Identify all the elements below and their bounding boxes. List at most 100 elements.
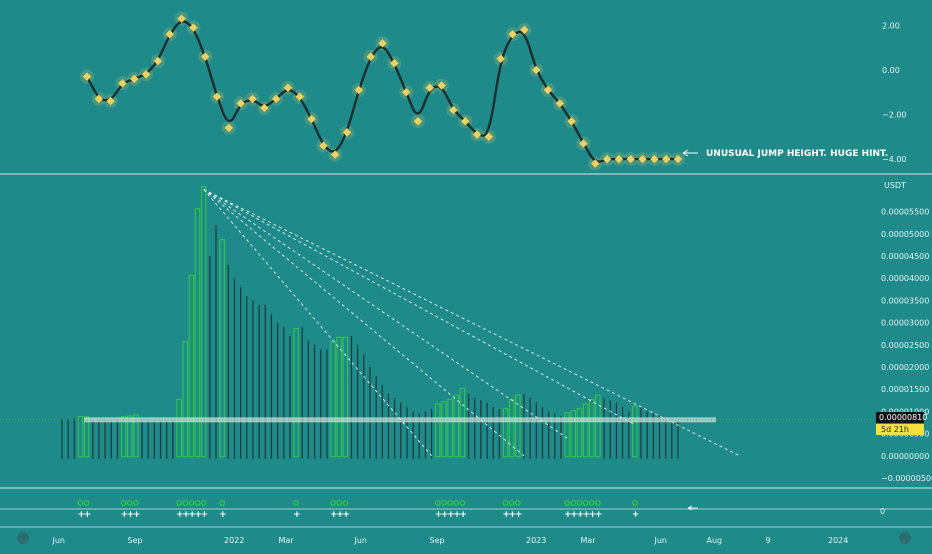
trend-line [203,189,568,439]
signal-down-marker: + [84,510,92,520]
osc-marker [342,128,352,137]
osc-marker [200,52,210,61]
signal-up-marker [447,500,453,506]
signal-down-marker: + [293,510,301,520]
signal-down-marker: + [201,510,209,520]
signal-up-marker [564,500,571,506]
signal-up-marker [126,500,133,506]
price-bar-highlight [564,412,570,458]
time-axis-label: Jun [52,536,66,545]
signal-down-marker: + [570,510,578,520]
price-y-tick-label: −0.00000500 [881,474,932,483]
price-bar-highlight [582,403,589,458]
price-bar-highlight [441,401,447,458]
price-y-tick-label: 0.00002000 [881,363,929,372]
signal-up-marker [582,500,589,506]
time-axis[interactable]: Jun Sep 2022 Mar Jun Sep 2023 Mar Jun Aug 9 2024 [52,536,849,545]
price-bar-highlight [188,274,195,458]
signal-down-marker: + [188,510,196,520]
osc-series [80,11,685,171]
time-axis-label: Aug [707,536,723,545]
price-bar-highlight [447,399,453,458]
price-trendlines [203,189,740,457]
osc-marker [508,30,517,39]
osc-y-tick-label: −4.00 [882,155,907,164]
price-bar-highlight [77,415,84,458]
osc-marker [283,83,293,93]
signal-up-marker [508,500,515,506]
time-axis-label: Sep [430,536,445,545]
price-y-tick-label: 0.00002500 [881,341,929,350]
osc-marker [330,150,340,159]
signal-up-marker [77,500,84,506]
price-bar-highlight [133,414,139,458]
signal-up-marker [576,500,583,506]
price-bar-highlight [453,394,459,458]
signal-up-marker [342,500,349,506]
signal-down-marker: + [330,510,338,520]
signal-down-marker: + [632,510,640,520]
signal-up-marker [502,500,509,506]
osc-marker [224,123,234,133]
price-bar-highlight [219,239,225,458]
auto-scale-icon[interactable] [899,532,911,544]
current-price-value: 0.00000810 [879,413,927,422]
price-bar-highlight [194,208,201,458]
signal-down-marker: + [453,510,461,520]
signal-down-marker: + [589,510,597,520]
signal-down-marker: + [121,510,129,520]
signal-up-marker [330,500,336,506]
price-y-tick-label: 0.00005500 [881,208,929,217]
price-bar-highlight [595,394,601,458]
time-axis-label: 2023 [526,536,546,545]
signal-down-marker: + [595,510,603,520]
osc-y-tick-label: 0.00 [882,66,900,75]
annotation-arrow-icon [682,149,689,157]
price-bar-highlight [293,328,299,458]
signal-down-marker: + [77,510,85,520]
signal-down-marker: + [342,510,350,520]
price-bar-highlight [83,416,90,458]
price-bar-highlight [330,341,336,458]
trend-line [203,189,740,457]
timezone-icon[interactable] [17,532,29,544]
signal-up-marker [200,500,207,506]
signal-up-marker [336,500,343,506]
time-axis-label: 9 [766,536,771,545]
price-bar-highlight [120,416,127,458]
osc-marker [460,116,470,126]
signal-up-marker [441,500,447,506]
price-bar-highlight [342,336,349,458]
signal-up-marker [514,500,521,506]
signal-up-marker [631,500,638,506]
osc-marker [260,103,269,113]
time-axis-label: 2024 [828,536,848,545]
osc-marker [271,94,281,104]
price-bar-highlight [576,407,583,458]
current-price-badge: 0.00000810 [876,412,927,423]
signal-up-marker [588,500,595,506]
time-axis-label: Jun [654,536,668,545]
current-price-badge-bg [876,412,924,423]
osc-marker [449,105,458,115]
osc-marker [141,70,151,79]
osc-marker [118,79,127,88]
signal-down-marker: + [515,510,523,520]
signal-up-marker [434,500,441,506]
osc-marker [437,81,446,90]
signal-down-marker: + [576,510,584,520]
annotation-text: UNUSUAL JUMP HEIGHT. HUGE HINT. [706,149,888,159]
signal-up-marker [293,500,299,506]
signal-down-marker: + [435,510,443,520]
signal-down-marker: + [127,510,135,520]
price-bar-highlight [200,185,207,458]
trend-line [203,189,636,426]
signal-down-marker: + [195,510,203,520]
price-bar-highlight [508,399,515,458]
osc-marker [401,87,411,97]
signal-arrow [687,505,698,511]
price-bar-highlight [176,399,182,458]
jump-annotation: UNUSUAL JUMP HEIGHT. HUGE HINT. [682,149,888,159]
